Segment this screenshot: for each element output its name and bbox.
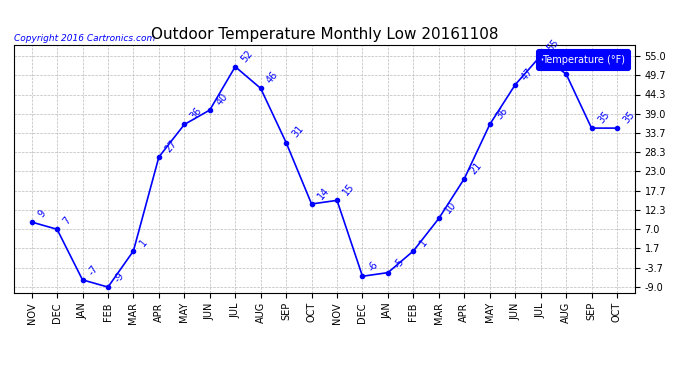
- Text: 9: 9: [36, 208, 48, 219]
- Text: 14: 14: [316, 185, 331, 201]
- Text: -6: -6: [366, 260, 380, 273]
- Text: 36: 36: [188, 106, 204, 122]
- Text: 15: 15: [341, 182, 357, 198]
- Text: 40: 40: [214, 92, 230, 107]
- Text: 21: 21: [469, 160, 484, 176]
- Text: 10: 10: [443, 200, 459, 216]
- Text: -7: -7: [87, 263, 101, 277]
- Text: Copyright 2016 Cartronics.com: Copyright 2016 Cartronics.com: [14, 33, 155, 42]
- Text: 36: 36: [494, 106, 509, 122]
- Text: 35: 35: [621, 110, 637, 125]
- Text: 27: 27: [163, 138, 179, 154]
- Text: 55: 55: [545, 37, 560, 53]
- Text: 7: 7: [61, 215, 73, 226]
- Text: -9: -9: [112, 270, 126, 284]
- Text: -5: -5: [392, 256, 406, 270]
- Text: 35: 35: [595, 110, 611, 125]
- Legend: Temperature (°F): Temperature (°F): [538, 50, 630, 70]
- Text: 50: 50: [570, 55, 586, 71]
- Text: 52: 52: [239, 48, 255, 64]
- Text: 47: 47: [520, 66, 535, 82]
- Text: 46: 46: [265, 70, 280, 86]
- Title: Outdoor Temperature Monthly Low 20161108: Outdoor Temperature Monthly Low 20161108: [150, 27, 498, 42]
- Text: 1: 1: [137, 237, 149, 248]
- Text: 31: 31: [290, 124, 306, 140]
- Text: 1: 1: [417, 237, 429, 248]
